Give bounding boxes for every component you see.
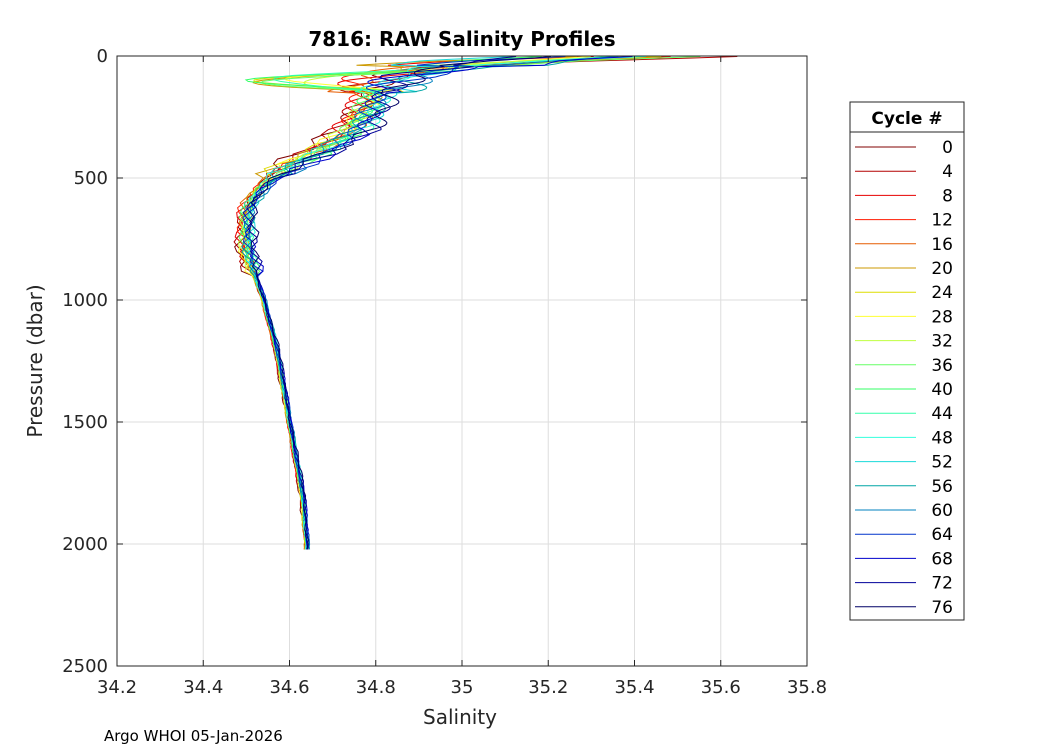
legend-label-64: 64 [931,525,953,545]
legend-label-68: 68 [931,549,953,569]
y-tick-label: 1000 [62,290,108,311]
legend-label-60: 60 [931,501,953,521]
legend-label-32: 32 [931,332,953,352]
x-tick-label: 35.2 [528,677,568,698]
profile-cycle-40 [239,56,542,550]
legend: Cycle # 04812162024283236404448525660646… [849,101,965,621]
profile-cycle-4 [233,56,738,550]
y-tick-label: 1500 [62,412,108,433]
legend-label-8: 8 [942,186,953,206]
y-axis: 0 500 1000 1500 2000 2500 [62,46,807,677]
footer-credit: Argo WHOI 05-Jan-2026 [104,727,283,745]
y-tick-label: 2500 [62,656,108,677]
legend-label-52: 52 [931,453,953,473]
x-tick-label: 34.6 [269,677,309,698]
legend-label-56: 56 [931,477,953,497]
profile-cycle-20 [240,56,577,550]
profile-cycle-72 [246,56,517,550]
x-tick-label: 35.4 [614,677,654,698]
y-axis-label: Pressure (dbar) [23,284,47,437]
legend-label-0: 0 [942,138,953,158]
x-axis-label: Salinity [423,705,497,729]
profile-cycle-8 [234,56,594,550]
legend-label-16: 16 [931,235,953,255]
y-tick-label: 500 [74,168,108,189]
legend-label-40: 40 [931,380,953,400]
profile-cycle-64 [242,56,566,550]
x-tick-label: 35 [451,677,474,698]
legend-label-72: 72 [931,574,953,594]
legend-label-48: 48 [931,428,953,448]
x-tick-label: 34.8 [356,677,396,698]
profile-cycle-76 [249,56,552,550]
x-tick-label: 34.2 [97,677,137,698]
profile-cycle-28 [237,56,591,550]
x-tick-label: 35.6 [701,677,741,698]
y-tick-label: 0 [97,46,108,67]
legend-label-44: 44 [931,404,953,424]
profile-cycle-24 [240,56,662,550]
legend-label-76: 76 [931,598,953,618]
grid-lines [117,56,807,666]
x-axis: 34.2 34.4 34.6 34.8 35 35.2 35.4 35.6 35.8 [97,56,827,698]
profile-cycle-56 [241,56,619,550]
legend-label-36: 36 [931,356,953,376]
legend-label-4: 4 [942,162,953,182]
legend-label-24: 24 [931,283,953,303]
x-tick-label: 35.8 [787,677,827,698]
legend-label-12: 12 [931,211,953,231]
profile-lines [233,56,738,550]
profile-cycle-36 [238,56,701,550]
y-tick-label: 2000 [62,534,108,555]
legend-label-20: 20 [931,259,953,279]
legend-box [849,101,965,621]
chart-title: 7816: RAW Salinity Profiles [308,27,615,51]
legend-title: Cycle # [871,109,942,129]
profile-cycle-48 [246,56,647,550]
legend-label-28: 28 [931,307,953,327]
x-tick-label: 34.4 [183,677,223,698]
